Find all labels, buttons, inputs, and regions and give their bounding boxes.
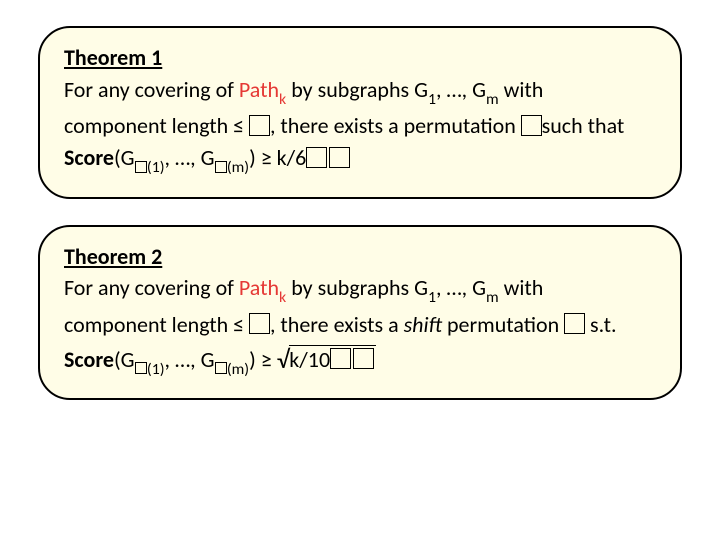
theorem-1-score-subm: (m) [215, 158, 250, 177]
theorem-1-score-open: (G [114, 144, 135, 171]
theorem-1-line1-pre: For any covering of [64, 76, 239, 103]
theorem-1-bound-rel: ) ≥ k/6 [249, 144, 306, 171]
theorem-1-score-sep: , …, G [165, 144, 215, 171]
placeholder-icon [306, 147, 327, 168]
theorem-1-subsubm: (m) [227, 158, 249, 177]
theorem-1-title: Theorem 1 [64, 44, 162, 71]
theorem-1-perm-conn: such that [542, 112, 625, 139]
theorem-1-g1-sub: 1 [428, 90, 436, 109]
placeholder-icon [249, 313, 270, 334]
theorem-2-perm-conn: s.t. [590, 311, 617, 338]
theorem-2-line1-pre: For any covering of [64, 274, 239, 301]
theorem-1-score-label: Score [64, 144, 114, 171]
theorem-2-sqrt: √k/10 [277, 346, 376, 373]
placeholder-icon [521, 115, 542, 136]
theorem-2-box: Theorem 2 For any covering of Pathk by s… [38, 225, 682, 401]
theorem-1-line2-mid: , there exists a permutation [270, 112, 521, 139]
theorem-1-path-label: Path [239, 76, 279, 103]
theorem-2-list-sep: , …, G [436, 274, 486, 301]
theorem-2-bound-rel: ) ≥ [249, 346, 277, 373]
theorem-2-score-subm: (m) [215, 360, 250, 379]
theorem-2-path-label: Path [239, 274, 279, 301]
placeholder-icon [329, 147, 350, 168]
theorem-1-list-sep: , …, G [436, 76, 486, 103]
theorem-2-subsubm: (m) [227, 360, 249, 379]
theorem-2-subsub1: (1) [147, 360, 165, 379]
theorem-2-score-sep: , …, G [165, 346, 215, 373]
sqrt-icon: √ [277, 344, 290, 375]
theorem-2-radicand: k/10 [289, 345, 376, 373]
theorem-2-path: Pathk [239, 274, 286, 301]
theorem-2-line2-mid: , there exists a [270, 311, 404, 338]
theorem-2-line2-mid2: permutation [442, 311, 564, 338]
theorem-2-gm-sub: m [486, 288, 499, 307]
placeholder-icon [249, 115, 270, 136]
theorem-2-score-sub1: (1) [135, 360, 165, 379]
theorem-2-radicand-text: k/10 [289, 346, 330, 373]
theorem-2-path-sub: k [279, 288, 286, 307]
placeholder-icon [564, 313, 585, 334]
theorem-2-g1-sub: 1 [428, 288, 436, 307]
placeholder-icon [353, 348, 374, 369]
theorem-1-gm-sub: m [486, 90, 499, 109]
theorem-2-line2-pre: component length ≤ [64, 311, 249, 338]
theorem-2-shift: shift [404, 311, 442, 338]
theorem-2-score-label: Score [64, 346, 114, 373]
theorem-2-score-open: (G [114, 346, 135, 373]
placeholder-icon [215, 362, 227, 374]
theorem-2-line1-after: with [499, 274, 544, 301]
theorem-1-path-sub: k [279, 90, 286, 109]
theorem-1-subsub1: (1) [147, 158, 165, 177]
slide: Theorem 1 For any covering of Pathk by s… [0, 0, 720, 540]
theorem-1-line1-mid: by subgraphs G [286, 76, 428, 103]
theorem-2-line1-mid: by subgraphs G [286, 274, 428, 301]
theorem-1-box: Theorem 1 For any covering of Pathk by s… [38, 26, 682, 199]
placeholder-icon [135, 161, 147, 173]
theorem-1-path: Pathk [239, 76, 286, 103]
placeholder-icon [135, 362, 147, 374]
theorem-1-score-sub1: (1) [135, 158, 165, 177]
theorem-1-line1-after: with [499, 76, 544, 103]
theorem-2-title: Theorem 2 [64, 243, 162, 270]
placeholder-icon [330, 348, 351, 369]
placeholder-icon [215, 161, 227, 173]
theorem-1-line2-pre: component length ≤ [64, 112, 249, 139]
